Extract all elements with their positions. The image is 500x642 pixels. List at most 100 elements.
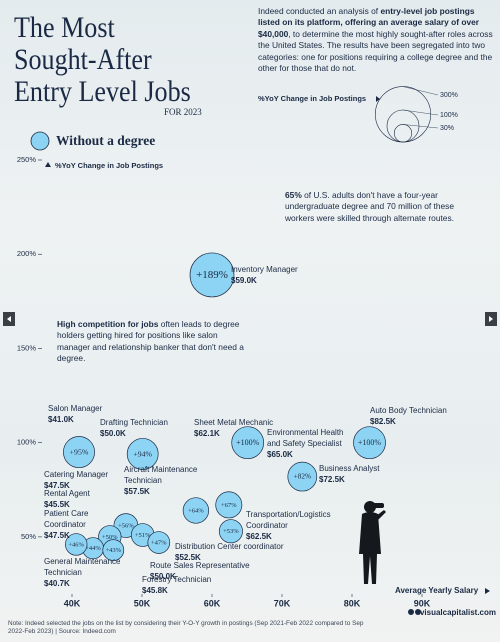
job-name: Catering Manager	[44, 470, 108, 479]
job-salary: $40.7K	[44, 579, 70, 588]
arrow-icon	[376, 96, 380, 102]
job-name: Transportation/Logistics	[246, 510, 331, 519]
bubble	[182, 497, 210, 524]
text-run: , to determine the most highly sought-af…	[258, 28, 493, 74]
job-name: Technician	[124, 476, 162, 485]
job-name: Aircraft Maintenance	[124, 465, 198, 474]
bubble-label: +95%	[70, 447, 89, 456]
size-legend-label: 100%	[440, 112, 458, 119]
y-tick-label: 200%	[17, 249, 37, 258]
job-salary: $50.0K	[100, 429, 126, 438]
leader-line	[402, 109, 439, 116]
size-legend-circle	[386, 109, 420, 143]
bubble	[353, 426, 386, 460]
bubble-label: +43%	[106, 547, 122, 554]
job-salary: $62.1K	[194, 429, 220, 438]
x-tick-label: 40K	[64, 598, 81, 608]
axis-arrow	[485, 588, 490, 594]
job-name: Route Sales Representative	[150, 561, 250, 570]
y-tick-label: 50%	[21, 532, 36, 541]
job-salary: $57.5K	[124, 487, 150, 496]
y-axis-title: %YoY Change in Job Postings	[55, 161, 163, 170]
note: Note: Indeed selected the jobs on the li…	[8, 620, 364, 635]
y-tick-label: 100%	[17, 438, 37, 447]
job-salary: $47.5K	[44, 481, 70, 490]
prev-icon	[7, 316, 11, 322]
y-tick-label: 250%	[17, 155, 37, 164]
job-salary: $82.5K	[370, 417, 396, 426]
bubble-label: +100%	[358, 438, 382, 447]
size-legend-label: 300%	[440, 92, 458, 99]
x-tick-label: 50K	[134, 598, 151, 608]
job-name: Salon Manager	[48, 404, 103, 413]
job-name: Coordinator	[44, 520, 86, 529]
bubble-label: +56%	[118, 523, 134, 530]
size-legend-title: %YoY Change in Job Postings	[258, 94, 366, 103]
annotation: High competition for jobs often leads to…	[57, 319, 247, 365]
bubble-label: +50%	[102, 534, 118, 541]
size-legend-circle	[393, 124, 413, 143]
next-button[interactable]	[485, 312, 497, 326]
bubble-label: +46%	[68, 541, 84, 548]
text-run: entry-level job postings listed on its p…	[258, 6, 480, 39]
bubble-label: +189%	[196, 269, 228, 281]
job-salary: $45.5K	[44, 500, 70, 509]
bubble	[64, 533, 88, 556]
job-name: and Safety Specialist	[267, 439, 342, 448]
job-name: Technician	[44, 568, 82, 577]
job-name: General Maintenance	[44, 557, 121, 566]
job-name: Auto Body Technician	[370, 406, 447, 415]
job-name: Rental Agent	[44, 489, 91, 498]
job-salary: $65.0K	[267, 450, 293, 459]
bubble-label: +100%	[236, 438, 260, 447]
bubble	[126, 438, 159, 470]
annotation: 65% of U.S. adults don't have a four-yea…	[285, 190, 460, 224]
job-salary: $59.0K	[231, 276, 257, 285]
text-run: of U.S. adults don't have a four-year un…	[285, 190, 455, 223]
prev-button[interactable]	[3, 312, 15, 326]
y-tick-label: 150%	[17, 343, 37, 352]
x-axis-title: Average Yearly Salary	[395, 586, 479, 595]
bubble-label: +82%	[294, 473, 311, 481]
job-name: Inventory Manager	[231, 265, 298, 274]
job-salary: $45.8K	[142, 586, 168, 595]
bubble	[287, 461, 318, 492]
bubble	[147, 531, 171, 554]
bubble	[189, 252, 235, 298]
bubble-label: +67%	[221, 502, 237, 509]
size-legend-circle	[374, 86, 432, 143]
job-name: Drafting Technician	[100, 418, 168, 427]
bubble-label: +51%	[135, 532, 151, 539]
text-run: often leads to degree holders getting hi…	[57, 319, 244, 364]
job-name: Coordinator	[246, 521, 288, 530]
bubble-label: +44%	[85, 545, 101, 552]
bubble	[63, 436, 95, 469]
bubble-label: +53%	[223, 528, 239, 535]
bubble	[218, 519, 243, 544]
title-line: Sought-After	[14, 43, 152, 76]
subtitle: FOR 2023	[164, 107, 202, 117]
axis-arrow	[45, 162, 51, 167]
job-name: Forestry Technician	[142, 575, 211, 584]
x-tick-label: 80K	[344, 598, 361, 608]
bubble	[215, 491, 243, 519]
bubble-label: +94%	[133, 449, 152, 458]
job-name: Business Analyst	[319, 464, 380, 473]
size-legend: 300% 100% 30%	[374, 86, 458, 143]
job-salary: $41.0K	[48, 415, 74, 424]
brand-logo	[408, 609, 421, 615]
silhouette	[359, 501, 386, 584]
bubble-label: +47%	[151, 540, 167, 547]
bubble	[102, 539, 125, 561]
job-salary: $47.5K	[44, 531, 70, 540]
job-salary: $52.5K	[175, 553, 201, 562]
x-tick-label: 90K	[414, 598, 431, 608]
bubble	[231, 426, 265, 460]
text-run: Indeed conducted an analysis of	[258, 6, 381, 16]
leader-line	[402, 86, 439, 96]
x-tick-label: 60K	[204, 598, 221, 608]
next-icon	[489, 316, 493, 322]
title-line: The Most	[14, 11, 115, 44]
legend-swatch	[30, 131, 50, 151]
